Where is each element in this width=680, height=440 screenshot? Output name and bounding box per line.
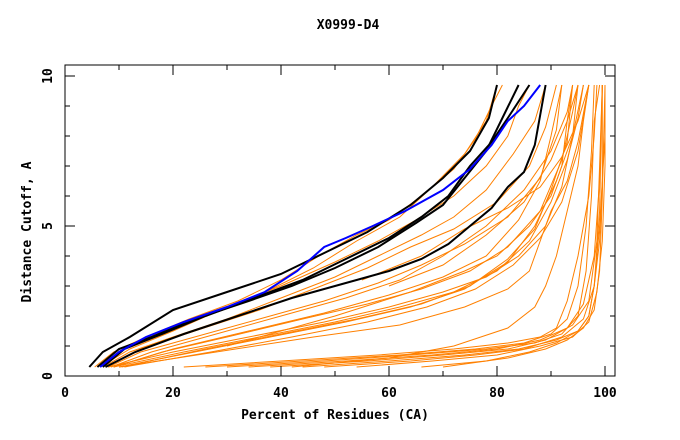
series-line-orange-b1 (108, 84, 584, 368)
x-tick-label: 20 (165, 386, 181, 401)
series-line-orange-d2 (291, 84, 590, 368)
ticks-layer (64, 65, 615, 377)
series-line-orange-c4 (248, 84, 603, 368)
series-line-orange-d4 (388, 84, 579, 287)
series-line-black-1 (88, 84, 498, 368)
series-line-blue (99, 84, 541, 368)
x-tick-label: 80 (489, 386, 505, 401)
series-line-orange-a7 (110, 84, 574, 368)
chart-title: X0999-D4 (317, 18, 380, 33)
plot-frame (64, 64, 616, 377)
series-line-orange-d5 (361, 84, 590, 281)
series-line-orange-c3 (226, 84, 601, 368)
series-line-orange-c5 (270, 84, 603, 368)
x-tick-label: 60 (381, 386, 397, 401)
tick-labels-layer: 0 20 40 60 80 100 0 5 10 (41, 68, 617, 401)
series-line-orange-b4 (121, 84, 574, 368)
x-tick-label: 0 (61, 386, 69, 401)
series-line-black-4 (105, 84, 547, 368)
y-tick-label: 10 (41, 68, 56, 84)
series-line-orange-c1 (183, 84, 598, 368)
series-line-black-2 (96, 84, 520, 368)
series-line-orange-c10 (442, 84, 606, 368)
series-line-orange-a1 (94, 84, 503, 368)
series-line-orange-c6 (302, 84, 603, 368)
x-axis-label: Percent of Residues (CA) (241, 408, 429, 423)
x-tick-label: 100 (593, 386, 617, 401)
series-line-orange-a3 (99, 84, 530, 368)
series-line-orange-c7 (324, 85, 606, 368)
y-axis-label: Distance Cutoff, A (20, 161, 35, 302)
series-line-orange-b2 (113, 84, 584, 368)
series-line-orange-c9 (421, 85, 603, 368)
series-line-orange-a4 (102, 84, 547, 368)
series-line-orange-b5 (124, 84, 590, 368)
series-line-orange-d3 (226, 84, 574, 347)
series-layer (88, 84, 606, 368)
y-tick-label: 5 (41, 222, 56, 230)
series-line-orange-d1 (118, 84, 590, 368)
series-line-black-3 (102, 84, 531, 368)
series-line-orange-c2 (205, 84, 595, 368)
series-line-orange-a9 (113, 84, 563, 368)
x-tick-label: 40 (273, 386, 289, 401)
y-tick-label: 0 (41, 372, 56, 380)
